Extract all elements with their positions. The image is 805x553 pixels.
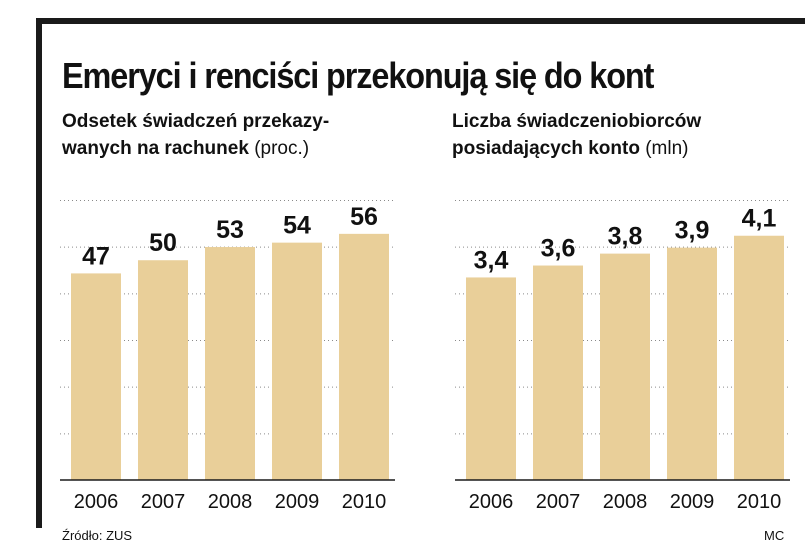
chart-right-value-label: 3,6 [541, 235, 576, 263]
chart-left-subtitle-line-2: wanych na rachunek [62, 138, 249, 159]
chart-left-subtitle-line-1: Odsetek świadczeń przekazy- [62, 111, 330, 132]
chart-right-bar-2009 [667, 247, 717, 480]
chart-right-value-label: 4,1 [742, 205, 777, 233]
chart-left-unit: (proc.) [254, 138, 310, 159]
chart-right-bar-2006 [466, 277, 516, 480]
chart-right-value-label: 3,8 [608, 223, 643, 251]
chart-left-value-label: 50 [149, 229, 177, 257]
page-title: Emeryci i renciści przekonują się do kon… [62, 55, 654, 96]
chart-right-value-label: 3,9 [675, 217, 710, 245]
chart-left: 47 2006 50 2007 53 2008 54 2009 56 2010 [50, 170, 395, 520]
chart-right-subtitle: Liczba świadczeniobiorców posiadających … [452, 108, 802, 162]
frame-top-rule [36, 18, 805, 24]
frame-left-rule [36, 18, 42, 528]
chart-left-subtitle: Odsetek świadczeń przekazy- wanych na ra… [62, 108, 422, 162]
chart-right-bar-2007 [533, 265, 583, 480]
chart-left-bar-2008 [205, 247, 255, 480]
chart-left-value-label: 47 [82, 242, 110, 270]
chart-left-bar-2007 [138, 260, 188, 480]
chart-left-value-label: 54 [283, 212, 311, 240]
chart-right-value-label: 3,4 [474, 246, 509, 274]
chart-left-value-label: 53 [216, 216, 244, 244]
chart-left-tick-label: 2007 [141, 491, 186, 513]
source-note: Źródło: ZUS [62, 528, 133, 543]
chart-right-bar-2010 [734, 235, 784, 480]
chart-right-tick-label: 2010 [737, 491, 782, 513]
chart-right-subtitle-line-1: Liczba świadczeniobiorców [452, 111, 702, 132]
chart-left-tick-label: 2006 [74, 491, 119, 513]
chart-right-tick-label: 2006 [469, 491, 514, 513]
chart-right-tick-label: 2008 [603, 491, 648, 513]
chart-left-tick-label: 2010 [342, 491, 387, 513]
chart-left-bar-2006 [71, 273, 121, 480]
author-credit: MC [764, 528, 785, 543]
chart-right-svg: 3,4 2006 3,6 2007 3,8 2008 3,9 2009 4,1 2010 [455, 200, 790, 513]
chart-left-tick-label: 2009 [275, 491, 320, 513]
chart-right-bar-2008 [600, 253, 650, 480]
chart-right-tick-label: 2007 [536, 491, 581, 513]
chart-right-tick-label: 2009 [670, 491, 715, 513]
chart-left-bar-2010 [339, 233, 389, 480]
chart-left-bar-2009 [272, 242, 322, 480]
chart-left-value-label: 56 [350, 203, 378, 231]
chart-right-subtitle-line-2: posiadających konto [452, 138, 640, 159]
chart-left-svg: 47 2006 50 2007 53 2008 54 2009 56 2010 [60, 200, 395, 513]
chart-left-tick-label: 2008 [208, 491, 253, 513]
chart-right: 3,4 2006 3,6 2007 3,8 2008 3,9 2009 4,1 2010 [445, 170, 790, 520]
chart-right-unit: (mln) [645, 138, 689, 159]
